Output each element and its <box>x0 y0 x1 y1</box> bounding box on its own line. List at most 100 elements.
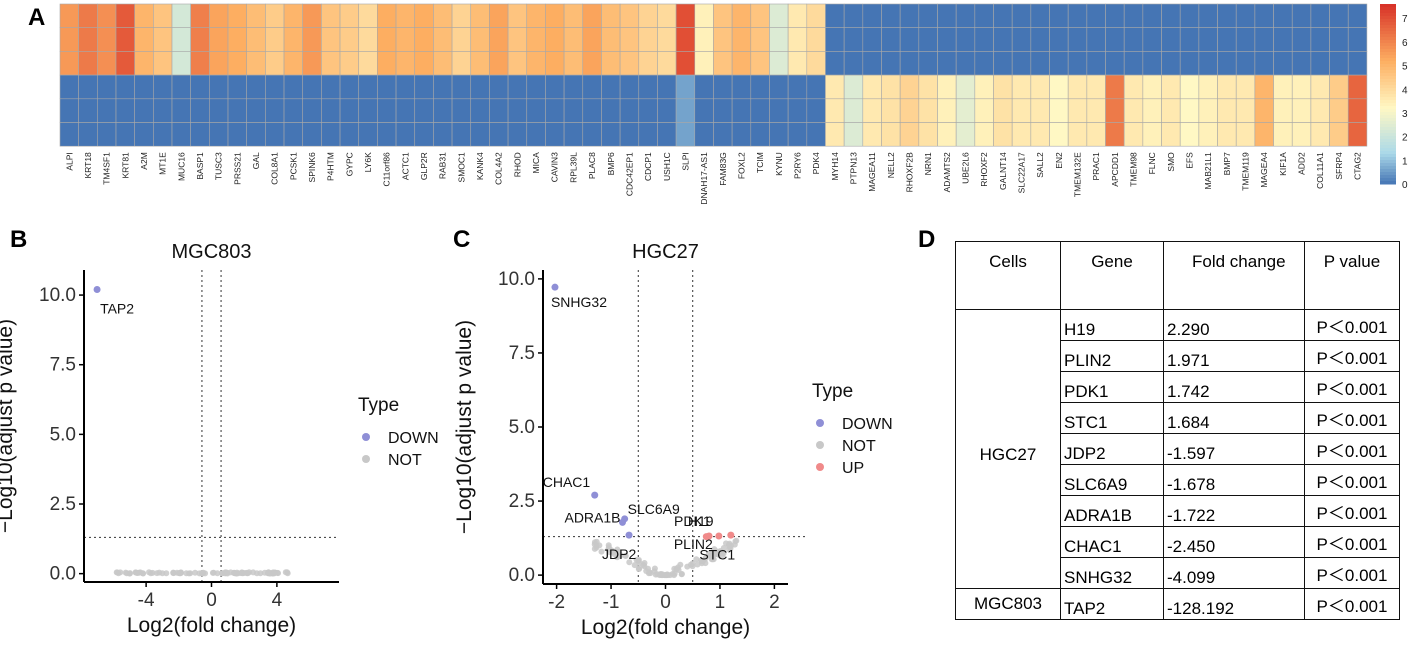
not-point <box>671 572 677 579</box>
heatmap-gene-label: PLAC8 <box>587 152 597 179</box>
heatmap-cell <box>1198 51 1218 76</box>
fold-change-cell: -2.450 <box>1163 526 1305 558</box>
fold-change-cell: 1.684 <box>1163 402 1305 434</box>
heatmap-cell <box>526 122 546 147</box>
colorbar-segment <box>1380 130 1396 134</box>
heatmap-cell <box>694 74 714 100</box>
heatmap-cell <box>78 122 98 147</box>
colorbar-segment <box>1380 103 1396 107</box>
heatmap-cell <box>1291 122 1312 147</box>
heatmap-cell <box>825 74 845 100</box>
heatmap-cell <box>470 74 490 100</box>
table-row: PLIN2 1.971 P＜0.001 <box>956 340 1400 372</box>
colorbar-segment <box>1380 139 1396 143</box>
heatmap-cell <box>395 3 416 29</box>
heatmap-cell <box>601 98 621 123</box>
x-tick-label: 4 <box>272 590 283 611</box>
heatmap-cell <box>1198 122 1218 147</box>
heatmap-cell <box>993 98 1013 123</box>
labeled-point <box>727 531 735 539</box>
heatmap-cell <box>1347 74 1368 100</box>
heatmap-cell <box>433 51 453 76</box>
heatmap-cell <box>97 51 117 76</box>
heatmap-cell <box>1161 122 1181 147</box>
colorbar-segment <box>1380 115 1396 119</box>
not-point <box>631 562 638 569</box>
heatmap-cell <box>283 27 304 52</box>
heatmap-cell <box>974 3 994 29</box>
legend-marker <box>816 419 824 427</box>
heatmap-cell <box>657 27 677 52</box>
heatmap-cell <box>1217 51 1237 76</box>
heatmap-cell <box>657 51 677 76</box>
heatmap-cell <box>171 3 191 29</box>
heatmap-gene-label: KANK4 <box>475 152 485 180</box>
heatmap-gene-label: SMO <box>1166 152 1176 172</box>
heatmap-cell <box>153 74 173 100</box>
p-value-cell: P＜0.001 <box>1304 402 1400 434</box>
heatmap-cell <box>321 27 341 52</box>
heatmap-cell <box>470 3 490 29</box>
heatmap-cell <box>713 74 733 100</box>
colorbar-segment <box>1380 160 1396 164</box>
table-row: STC1 1.684 P＜0.001 <box>956 402 1400 434</box>
panel-label-c: C <box>453 226 471 253</box>
colorbar-segment <box>1380 61 1396 65</box>
not-point <box>671 565 678 572</box>
heatmap-cell <box>731 74 752 100</box>
legend-title: Type <box>358 395 399 416</box>
heatmap-cell <box>862 98 882 123</box>
heatmap-cell <box>246 122 266 147</box>
heatmap-cell <box>451 74 472 100</box>
heatmap-cell <box>283 122 304 147</box>
labeled-point <box>591 491 599 499</box>
y-axis-label: −Log10(adjust p value) <box>455 320 476 534</box>
heatmap-cell <box>414 27 434 52</box>
heatmap-cell <box>1067 3 1088 29</box>
heatmap-cell <box>1198 27 1218 52</box>
not-point <box>720 545 727 551</box>
heatmap-cell <box>489 98 509 123</box>
heatmap-cell <box>899 74 920 100</box>
heatmap-cell <box>638 98 658 123</box>
not-point <box>622 552 629 559</box>
heatmap-cell <box>899 98 920 123</box>
heatmap-cell <box>657 3 677 29</box>
heatmap-cell <box>302 98 322 123</box>
heatmap-cell <box>1123 122 1144 147</box>
fold-change-cell: -1.678 <box>1163 464 1305 496</box>
y-tick-label: 2.5 <box>509 491 535 512</box>
gene-cell: H19 <box>1060 309 1164 341</box>
heatmap-cell <box>769 98 789 123</box>
fold-change-cell: 1.742 <box>1163 371 1305 403</box>
heatmap-cell <box>1161 98 1181 123</box>
heatmap-cell <box>713 3 733 29</box>
not-point <box>606 546 613 553</box>
heatmap-cell <box>190 51 210 76</box>
p-value-cell: P＜0.001 <box>1304 557 1400 589</box>
heatmap-gene-label: MT1E <box>158 152 168 175</box>
heatmap-cell <box>1254 74 1274 100</box>
colorbar-segment <box>1380 34 1396 38</box>
heatmap-cell <box>433 74 453 100</box>
heatmap-cell <box>619 51 640 76</box>
heatmap-gene-label: NELL2 <box>886 152 896 178</box>
heatmap-cell <box>750 122 770 147</box>
heatmap-cell <box>787 27 808 52</box>
heatmap-cell <box>694 122 714 147</box>
heatmap-cell <box>993 27 1013 52</box>
heatmap-cell <box>955 98 976 123</box>
not-point <box>684 563 691 570</box>
x-tick-label: 0 <box>660 592 671 613</box>
heatmap-gene-label: UBE2L6 <box>960 152 970 184</box>
heatmap-cell <box>1067 51 1088 76</box>
heatmap-cell <box>1310 74 1330 100</box>
heatmap-cell <box>993 74 1013 100</box>
p-value-cell: P＜0.001 <box>1304 495 1400 527</box>
not-point <box>238 570 245 577</box>
heatmap-cell <box>955 27 976 52</box>
y-tick-label: 2.5 <box>50 494 76 515</box>
heatmap-cell <box>1329 122 1349 147</box>
gene-cell: JDP2 <box>1060 433 1164 465</box>
colorbar-segment <box>1380 163 1396 167</box>
